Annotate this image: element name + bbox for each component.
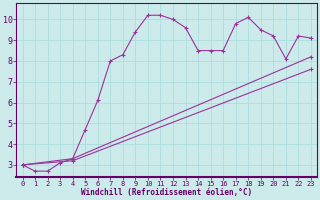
X-axis label: Windchill (Refroidissement éolien,°C): Windchill (Refroidissement éolien,°C) [81,188,252,197]
